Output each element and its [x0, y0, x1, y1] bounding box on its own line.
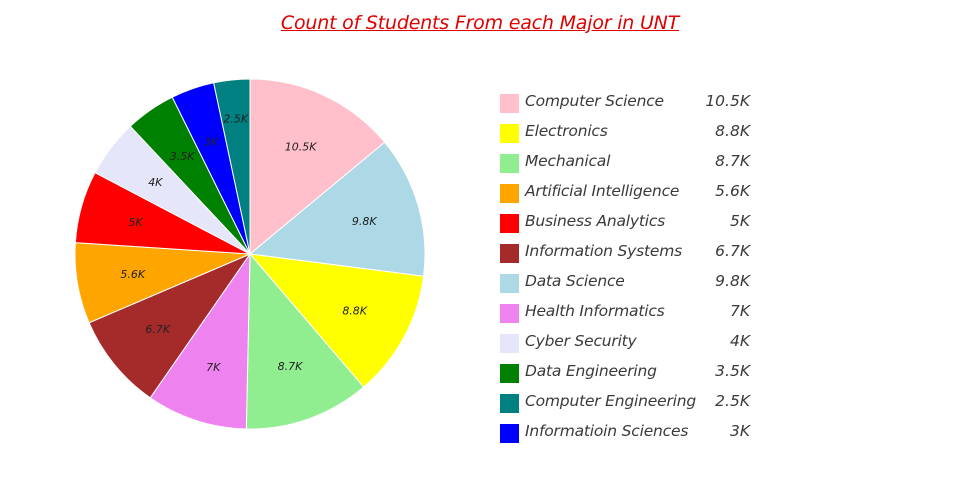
legend-value: 7K — [729, 302, 750, 320]
pie-slice-computer-science — [249, 78, 386, 256]
slice-label-cyber-security: 4K — [148, 176, 163, 189]
pie-slice-health-informatics — [149, 252, 251, 430]
pie-slice-mechanical — [245, 252, 365, 430]
slice-label-mechanical: 8.7K — [278, 360, 303, 373]
legend-label: Health Informatics — [525, 302, 665, 320]
legend-swatch — [500, 214, 519, 233]
slice-label-electronics: 8.8K — [342, 305, 367, 318]
pie-slice-information-systems — [88, 252, 252, 399]
legend-value: 5K — [729, 212, 750, 230]
legend-item-health-informatics: Health Informatics 7K — [500, 302, 770, 332]
slice-label-business-analytics: 5K — [128, 216, 143, 229]
legend-swatch — [500, 394, 519, 413]
legend-label: Cyber Security — [525, 332, 637, 350]
slice-label-computer-engineering: 2.5K — [223, 112, 248, 125]
legend-value: 2.5K — [715, 392, 750, 410]
legend-value: 8.8K — [715, 122, 750, 140]
legend-item-information-systems: Information Systems 6.7K — [500, 242, 770, 272]
legend-label: Computer Science — [525, 92, 664, 110]
legend-label: Informatioin Sciences — [525, 422, 689, 440]
legend-item-data-engineering: Data Engineering 3.5K — [500, 362, 770, 392]
legend-item-informatioin-sciences: Informatioin Sciences 3K — [500, 422, 770, 452]
legend-value: 9.8K — [715, 272, 750, 290]
legend-label: Business Analytics — [525, 212, 666, 230]
legend-label: Data Science — [525, 272, 625, 290]
legend-label: Artificial Intelligence — [525, 182, 680, 200]
legend-item-cyber-security: Cyber Security 4K — [500, 332, 770, 362]
legend-swatch — [500, 424, 519, 443]
legend-label: Information Systems — [525, 242, 682, 260]
legend-swatch — [500, 94, 519, 113]
slice-label-informatioin-sciences: 3K — [204, 136, 219, 149]
legend-label: Mechanical — [525, 152, 611, 170]
legend-item-computer-science: Computer Science 10.5K — [500, 92, 770, 122]
legend: Computer Science 10.5K Electronics 8.8K Mech… — [500, 92, 770, 452]
legend-swatch — [500, 364, 519, 383]
legend-value: 3.5K — [715, 362, 750, 380]
legend-value: 4K — [729, 332, 750, 350]
legend-label: Data Engineering — [525, 362, 657, 380]
legend-swatch — [500, 154, 519, 173]
legend-swatch — [500, 334, 519, 353]
legend-value: 8.7K — [715, 152, 750, 170]
slice-label-health-informatics: 7K — [206, 361, 221, 374]
slice-label-data-engineering: 3.5K — [170, 150, 195, 163]
slice-label-information-systems: 6.7K — [145, 323, 170, 336]
slice-label-computer-science: 10.5K — [285, 140, 317, 153]
legend-swatch — [500, 304, 519, 323]
legend-swatch — [500, 274, 519, 293]
legend-swatch — [500, 184, 519, 203]
legend-item-mechanical: Mechanical 8.7K — [500, 152, 770, 182]
legend-label: Computer Engineering — [525, 392, 696, 410]
legend-value: 10.5K — [705, 92, 750, 110]
legend-label: Electronics — [525, 122, 608, 140]
pie-slice-data-science — [248, 141, 426, 277]
pie-slice-computer-engineering — [213, 78, 251, 255]
chart-title: Count of Students From each Major in UNT — [280, 12, 680, 34]
slice-label-artificial-intelligence: 5.6K — [120, 268, 145, 281]
legend-value: 3K — [729, 422, 750, 440]
legend-item-electronics: Electronics 8.8K — [500, 122, 770, 152]
slice-label-data-science: 9.8K — [352, 215, 377, 228]
legend-item-data-science: Data Science 9.8K — [500, 272, 770, 302]
legend-item-computer-engineering: Computer Engineering 2.5K — [500, 392, 770, 422]
legend-value: 6.7K — [715, 242, 750, 260]
pie-slice-electronics — [248, 253, 425, 388]
legend-swatch — [500, 244, 519, 263]
legend-swatch — [500, 124, 519, 143]
legend-value: 5.6K — [715, 182, 750, 200]
legend-item-business-analytics: Business Analytics 5K — [500, 212, 770, 242]
legend-item-artificial-intelligence: Artificial Intelligence 5.6K — [500, 182, 770, 212]
